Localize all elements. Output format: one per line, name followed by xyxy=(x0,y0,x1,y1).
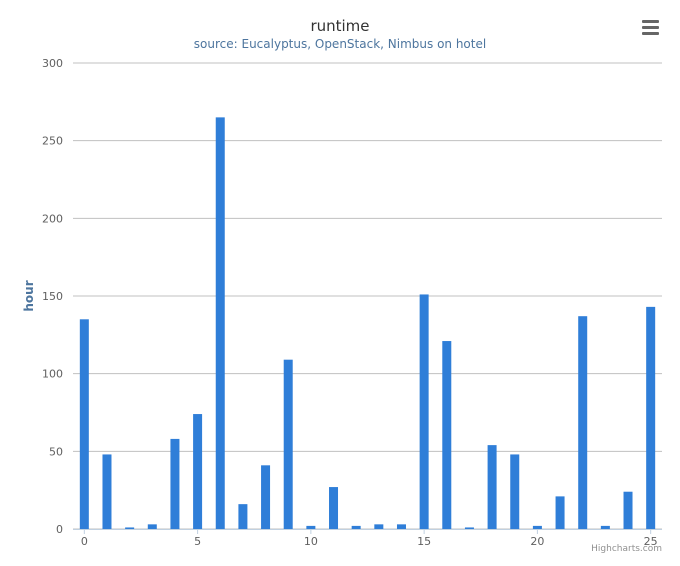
bar[interactable] xyxy=(351,525,361,529)
bar[interactable] xyxy=(102,454,112,529)
gridlines xyxy=(73,62,662,530)
bar[interactable] xyxy=(578,316,588,529)
bar[interactable] xyxy=(215,117,225,529)
bars xyxy=(79,117,656,529)
bar[interactable] xyxy=(487,445,497,529)
y-axis-title: hour xyxy=(22,280,36,311)
x-tick-label: 15 xyxy=(417,535,431,548)
x-tick-label: 10 xyxy=(304,535,318,548)
y-tick-label: 100 xyxy=(42,368,63,381)
bar[interactable] xyxy=(238,504,248,529)
bar[interactable] xyxy=(555,496,565,529)
y-tick-label: 250 xyxy=(42,135,63,148)
bar[interactable] xyxy=(306,525,316,529)
y-tick-label: 200 xyxy=(42,212,63,225)
x-tick-label: 25 xyxy=(644,535,658,548)
chart-title: runtime xyxy=(310,17,370,35)
y-tick-label: 300 xyxy=(42,57,63,70)
x-axis: 0 5 10 15 20 25 xyxy=(73,529,662,548)
bar[interactable] xyxy=(329,487,339,529)
bar[interactable] xyxy=(396,524,406,529)
y-tick-label: 150 xyxy=(42,290,63,303)
bar[interactable] xyxy=(623,491,633,529)
y-axis-ticks: 0 50 100 150 200 250 300 xyxy=(42,57,63,536)
bar[interactable] xyxy=(79,319,89,529)
x-tick-label: 0 xyxy=(81,535,88,548)
bar[interactable] xyxy=(600,525,610,529)
x-tick-label: 5 xyxy=(194,535,201,548)
bar[interactable] xyxy=(147,524,157,529)
bar[interactable] xyxy=(374,524,384,529)
bar[interactable] xyxy=(193,414,203,529)
hamburger-menu-icon[interactable] xyxy=(640,20,662,38)
x-tick-label: 20 xyxy=(530,535,544,548)
bar[interactable] xyxy=(510,454,520,529)
bar[interactable] xyxy=(283,359,293,529)
bar[interactable] xyxy=(125,527,135,529)
bar[interactable] xyxy=(419,294,429,529)
bar[interactable] xyxy=(646,306,656,529)
bar[interactable] xyxy=(261,465,271,529)
bar[interactable] xyxy=(532,525,542,529)
bar[interactable] xyxy=(464,527,474,529)
bar[interactable] xyxy=(170,438,180,529)
chart-subtitle: source: Eucalyptus, OpenStack, Nimbus on… xyxy=(193,37,487,51)
y-tick-label: 50 xyxy=(49,445,63,458)
credits-link[interactable]: Highcharts.com xyxy=(591,544,662,554)
bar[interactable] xyxy=(442,341,452,529)
y-tick-label: 0 xyxy=(56,523,63,536)
